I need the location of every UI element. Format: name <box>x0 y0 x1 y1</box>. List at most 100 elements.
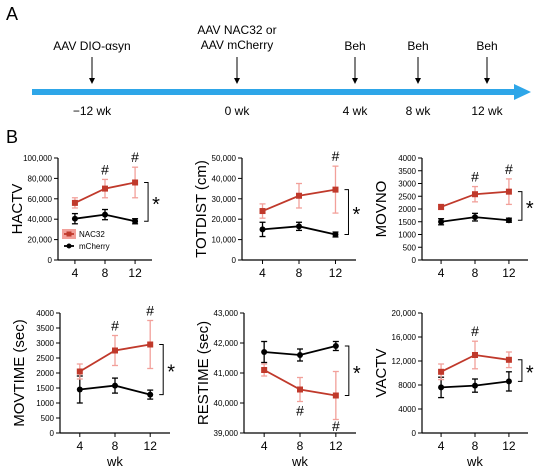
y-tick-label: 60,000 <box>28 195 53 204</box>
y-axis-label: MOVTIME (sec) <box>11 319 28 427</box>
significance-marker: # <box>296 403 304 419</box>
data-point-mcherry <box>438 384 445 391</box>
significance-marker: # <box>101 161 109 177</box>
y-tick-label: 3000 <box>398 180 416 189</box>
y-tick-label: 0 <box>412 429 417 438</box>
x-tick-label: 12 <box>329 439 343 453</box>
group-effect-marker: * <box>352 204 360 226</box>
significance-marker: # <box>111 318 119 334</box>
y-tick-label: 2000 <box>398 205 416 214</box>
legend-marker <box>66 243 72 249</box>
x-tick-label: 12 <box>329 266 343 280</box>
week-label: 12 wk <box>471 104 503 118</box>
data-point-mcherry <box>472 382 478 389</box>
chart-panel: 0 20,000 40,000 60,000 80,000 100,000 4 8 12 HACT… <box>9 149 160 280</box>
data-point-mcherry <box>102 211 108 218</box>
event-arrowhead <box>234 78 240 84</box>
y-tick-label: 1500 <box>36 384 54 393</box>
chart-panel: 0 500 1000 1500 2000 2500 3000 3500 4000 4 8 12 MOVN… <box>373 154 534 280</box>
significance-marker: # <box>471 323 479 339</box>
y-tick-label: 16,000 <box>392 333 417 342</box>
group-effect-marker: * <box>167 362 175 384</box>
x-axis-label: wk <box>106 454 123 469</box>
event-arrowhead <box>484 78 490 84</box>
group-bracket <box>144 181 149 222</box>
timeline-arrowhead <box>514 84 531 100</box>
y-tick-label: 40,000 <box>214 399 239 408</box>
y-tick-label: 20,000 <box>392 309 417 318</box>
data-point-nac32 <box>132 179 139 186</box>
y-tick-label: 41,000 <box>214 369 239 378</box>
x-tick-label: 8 <box>297 439 304 453</box>
y-tick-label: 100,000 <box>23 154 52 163</box>
week-label: 4 wk <box>343 104 369 118</box>
data-point-mcherry <box>259 226 266 233</box>
event-arrowhead <box>89 78 95 84</box>
y-tick-label: 2500 <box>36 354 54 363</box>
event-label: AAV DIO-αsyn <box>53 39 130 53</box>
chart-panel: 39,000 40,000 41,000 42,000 43,000 4 8 12 RESTIM… <box>195 309 361 469</box>
y-tick-label: 1500 <box>398 218 416 227</box>
legend-label: mCherry <box>79 242 110 251</box>
chart-panel: 0 4000 8000 12,000 16,000 20,000 4 8 12 VACTV wk # * <box>373 309 534 469</box>
data-point-mcherry <box>505 378 512 385</box>
event-label: Beh <box>407 39 428 53</box>
y-tick-label: 3500 <box>398 167 416 176</box>
week-label: −12 wk <box>73 104 112 118</box>
x-tick-label: 4 <box>76 439 83 453</box>
event-label: Beh <box>476 39 497 53</box>
y-tick-label: 3500 <box>36 324 54 333</box>
data-point-nac32 <box>259 208 266 215</box>
group-bracket <box>159 344 164 396</box>
panel-b-label: B <box>6 127 18 147</box>
significance-marker: # <box>332 418 340 434</box>
y-tick-label: 8000 <box>398 381 416 390</box>
data-point-mcherry <box>438 218 445 225</box>
event-label: Beh <box>344 39 365 53</box>
y-tick-label: 3000 <box>36 339 54 348</box>
group-effect-marker: * <box>526 198 534 220</box>
y-tick-label: 0 <box>50 429 55 438</box>
x-axis-label: wk <box>291 454 308 469</box>
timeline: AAV DIO-αsyn −12 wk AAV NAC32 or AAV mCherr… <box>32 23 531 118</box>
data-point-nac32 <box>296 192 302 199</box>
data-point-mcherry <box>332 343 339 349</box>
chart-panel: 0 500 1000 1500 2000 2500 3000 3500 4000 4 8 12 MOVT… <box>11 303 175 470</box>
y-tick-label: 500 <box>403 243 417 252</box>
y-tick-label: 30,000 <box>212 195 237 204</box>
data-point-nac32 <box>472 352 478 358</box>
y-tick-label: 43,000 <box>214 309 239 318</box>
significance-marker: # <box>505 161 513 177</box>
data-point-nac32 <box>438 368 445 375</box>
y-tick-label: 1000 <box>36 399 54 408</box>
x-tick-label: 12 <box>502 266 516 280</box>
group-effect-marker: * <box>526 363 534 385</box>
group-bracket <box>517 359 523 382</box>
y-tick-label: 2000 <box>36 369 54 378</box>
data-point-nac32 <box>332 392 339 399</box>
data-point-nac32 <box>332 186 339 193</box>
significance-marker: # <box>146 303 154 319</box>
y-tick-label: 50,000 <box>212 154 237 163</box>
event-arrowhead <box>415 78 421 84</box>
significance-marker: # <box>131 149 139 165</box>
y-axis-label: HACTV <box>9 184 26 235</box>
y-tick-label: 40,000 <box>28 215 53 224</box>
data-point-mcherry <box>147 391 154 398</box>
chart-panel: 0 10,000 20,000 30,000 40,000 50,000 4 8 12 TOTDI… <box>193 148 360 280</box>
data-point-mcherry <box>76 386 83 393</box>
data-point-nac32 <box>505 356 512 363</box>
y-axis-label: RESTIME (sec) <box>195 321 212 425</box>
x-tick-label: 12 <box>128 266 142 280</box>
y-tick-label: 20,000 <box>212 215 237 224</box>
charts: 0 20,000 40,000 60,000 80,000 100,000 4 8 12 HACT… <box>9 148 534 469</box>
week-label: 0 wk <box>225 104 251 118</box>
y-axis-label: MOVNO <box>373 181 390 238</box>
y-tick-label: 39,000 <box>214 429 239 438</box>
event-arrowhead <box>352 78 358 84</box>
data-point-mcherry <box>71 215 78 222</box>
x-tick-label: 4 <box>72 266 79 280</box>
data-point-mcherry <box>472 214 478 221</box>
data-point-mcherry <box>297 352 303 358</box>
x-tick-label: 4 <box>438 266 445 280</box>
